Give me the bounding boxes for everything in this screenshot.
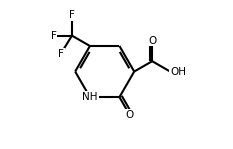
Text: F: F xyxy=(51,31,56,41)
Text: F: F xyxy=(69,10,75,20)
Text: O: O xyxy=(126,110,134,120)
Text: F: F xyxy=(58,49,64,59)
Text: OH: OH xyxy=(170,67,186,77)
Text: NH: NH xyxy=(82,92,98,102)
Text: O: O xyxy=(148,36,156,46)
